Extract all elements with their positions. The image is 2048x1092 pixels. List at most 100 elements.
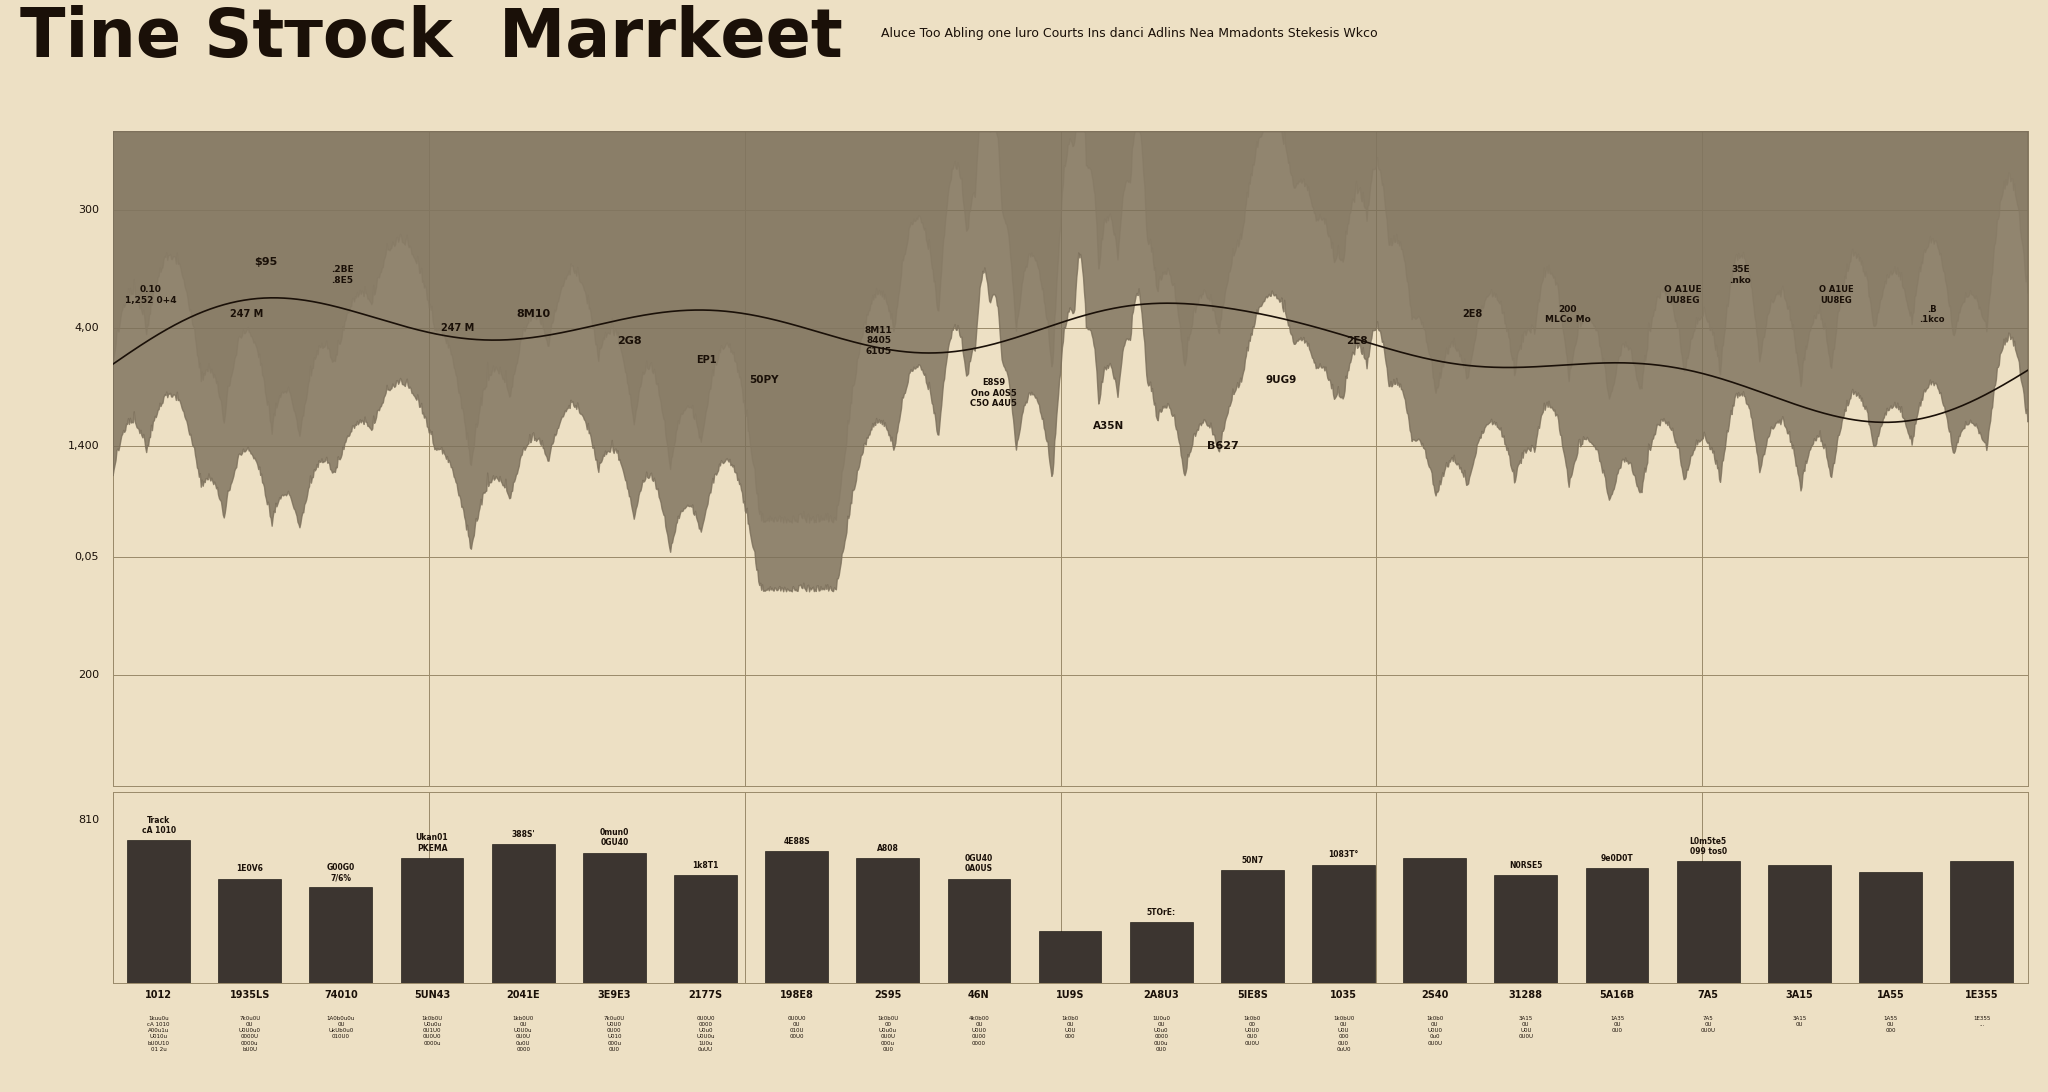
Text: 198E8: 198E8 xyxy=(780,990,813,1000)
Text: 2E8: 2E8 xyxy=(1346,335,1368,346)
Bar xyxy=(401,857,463,983)
Text: 200: 200 xyxy=(78,669,98,680)
Text: B627: B627 xyxy=(1208,440,1239,451)
Bar xyxy=(766,851,827,983)
Text: 1A55
0U
000: 1A55 0U 000 xyxy=(1884,1016,1898,1033)
Bar xyxy=(1130,922,1192,983)
Text: Track
cA 1010: Track cA 1010 xyxy=(141,816,176,835)
Text: $95: $95 xyxy=(254,257,276,268)
Text: 1U9S: 1U9S xyxy=(1057,990,1083,1000)
Text: 1935LS: 1935LS xyxy=(229,990,270,1000)
Text: 1k8T1: 1k8T1 xyxy=(692,860,719,870)
Text: 247 M: 247 M xyxy=(440,322,473,333)
Text: 1A55: 1A55 xyxy=(1876,990,1905,1000)
Text: 1E355
...: 1E355 ... xyxy=(1972,1016,1991,1026)
Bar xyxy=(1403,857,1466,983)
Text: 2S40: 2S40 xyxy=(1421,990,1448,1000)
Text: 5A16B: 5A16B xyxy=(1599,990,1634,1000)
Bar xyxy=(948,879,1010,983)
Bar xyxy=(1677,862,1739,983)
Bar xyxy=(1767,865,1831,983)
Text: 2041E: 2041E xyxy=(506,990,541,1000)
Text: E8S9
Ono A0S5
C5O A4U5: E8S9 Ono A0S5 C5O A4U5 xyxy=(971,378,1018,408)
Text: 8M10: 8M10 xyxy=(516,309,551,320)
Text: 0mun0
0GU40: 0mun0 0GU40 xyxy=(600,828,629,847)
Text: 1kuu0u
cA 1010
A00u1u
U010u
bU0U10
01 2u: 1kuu0u cA 1010 A00u1u U010u bU0U10 01 2u xyxy=(147,1016,170,1052)
Text: 2177S: 2177S xyxy=(688,990,723,1000)
Text: 1k0b0
0U
U0U0
0u0
0U0U: 1k0b0 0U U0U0 0u0 0U0U xyxy=(1425,1016,1444,1045)
Text: O A1UE
UU8EG: O A1UE UU8EG xyxy=(1819,285,1853,305)
Bar xyxy=(1313,865,1374,983)
Text: G00G0
7/6%: G00G0 7/6% xyxy=(328,863,354,882)
Text: 4E88S: 4E88S xyxy=(782,836,809,845)
Text: 1k0b0
00
U0U0
0U0
0U0U: 1k0b0 00 U0U0 0U0 0U0U xyxy=(1243,1016,1262,1045)
Text: 1A0b0u0u
0U
UkUb0u0
010U0: 1A0b0u0u 0U UkUb0u0 010U0 xyxy=(328,1016,354,1040)
Text: 46N: 46N xyxy=(969,990,989,1000)
Text: O A1UE
UU8EG: O A1UE UU8EG xyxy=(1665,285,1702,305)
Text: 7A5: 7A5 xyxy=(1698,990,1718,1000)
Text: 1083T°: 1083T° xyxy=(1329,851,1358,859)
Text: .2BE
.8E5: .2BE .8E5 xyxy=(332,265,354,285)
Text: 7k0u0U
0U
U0U0u0
0000U
0000u
bU0U: 7k0u0U 0U U0U0u0 0000U 0000u bU0U xyxy=(240,1016,260,1052)
Text: 8M11
8405
61U5: 8M11 8405 61U5 xyxy=(864,325,893,356)
Text: 2S95: 2S95 xyxy=(874,990,901,1000)
Bar xyxy=(1495,875,1556,983)
Bar xyxy=(1585,868,1649,983)
Text: A808: A808 xyxy=(877,843,899,853)
Text: 300: 300 xyxy=(78,204,98,215)
Text: 5TOrE:: 5TOrE: xyxy=(1147,907,1176,917)
Text: Ukan01
PKEMA: Ukan01 PKEMA xyxy=(416,833,449,853)
Text: .B
.1kco: .B .1kco xyxy=(1919,305,1944,324)
Text: 0U0U0
0000
U0u0
U0U0u
1U0u
0uUU: 0U0U0 0000 U0u0 U0U0u 1U0u 0uUU xyxy=(696,1016,715,1052)
Bar xyxy=(492,844,555,983)
Text: 7A5
0U
0U0U: 7A5 0U 0U0U xyxy=(1700,1016,1716,1033)
Text: 247 M: 247 M xyxy=(229,309,264,320)
Bar xyxy=(1038,930,1102,983)
Bar xyxy=(127,841,190,983)
Text: Aluce Too Abling one luro Courts Ins danci Adlins Nea Mmadonts Stekesis Wkco: Aluce Too Abling one luro Courts Ins dan… xyxy=(881,27,1376,40)
Text: 9UG9: 9UG9 xyxy=(1266,375,1296,385)
Text: 5IE8S: 5IE8S xyxy=(1237,990,1268,1000)
Text: 3A15
0U
U0U
0U0U: 3A15 0U U0U 0U0U xyxy=(1518,1016,1534,1040)
Text: 5UN43: 5UN43 xyxy=(414,990,451,1000)
Text: 1k0bU0
0U
U0U
000
0U0
0uU0: 1k0bU0 0U U0U 000 0U0 0uU0 xyxy=(1333,1016,1354,1052)
Text: 50N7: 50N7 xyxy=(1241,856,1264,865)
Text: 3A15
0U: 3A15 0U xyxy=(1792,1016,1806,1026)
Text: 3E9E3: 3E9E3 xyxy=(598,990,631,1000)
Text: 200
MLCo Mo: 200 MLCo Mo xyxy=(1544,305,1591,324)
Text: 1A35
0U
0U0: 1A35 0U 0U0 xyxy=(1610,1016,1624,1033)
Bar xyxy=(856,857,920,983)
Text: 1012: 1012 xyxy=(145,990,172,1000)
Text: Tine Stтock  Marrkеet: Tine Stтock Marrkеet xyxy=(20,5,844,71)
Text: 0U0U0
0U
010U
00U0: 0U0U0 0U 010U 00U0 xyxy=(786,1016,805,1040)
Text: 1035: 1035 xyxy=(1329,990,1358,1000)
Text: 4k0b00
0U
U0U0
0U00
0000: 4k0b00 0U U0U0 0U00 0000 xyxy=(969,1016,989,1045)
Text: 4,00: 4,00 xyxy=(74,322,98,333)
Text: 2G8: 2G8 xyxy=(616,335,641,346)
Text: 50PY: 50PY xyxy=(750,375,778,385)
Text: 3A15: 3A15 xyxy=(1786,990,1812,1000)
Bar xyxy=(674,875,737,983)
Text: 1k0b0U
00
U0u0u
0U0U
000u
0U0: 1k0b0U 00 U0u0u 0U0U 000u 0U0 xyxy=(877,1016,899,1052)
Bar xyxy=(584,853,645,983)
Text: EP1: EP1 xyxy=(696,355,717,366)
Text: 1k0b0U
U0u0u
0U1U0
0U0U0
0000u: 1k0b0U U0u0u 0U1U0 0U0U0 0000u xyxy=(422,1016,442,1045)
Text: 2A8U3: 2A8U3 xyxy=(1143,990,1180,1000)
Text: 74010: 74010 xyxy=(324,990,358,1000)
Text: 2E8: 2E8 xyxy=(1462,309,1483,320)
Bar xyxy=(309,887,373,983)
Text: 7k0u0U
U0U0
0U00
U010
000u
0U0: 7k0u0U U0U0 0U00 U010 000u 0U0 xyxy=(604,1016,625,1052)
Text: 1E0V6: 1E0V6 xyxy=(236,865,264,874)
Text: 1U0u0
0U
U0u0
0000
0U0u
0U0: 1U0u0 0U U0u0 0000 0U0u 0U0 xyxy=(1153,1016,1169,1052)
Text: 388S': 388S' xyxy=(512,830,535,839)
Text: 9e0D0T: 9e0D0T xyxy=(1602,854,1634,863)
Text: N0RSE5: N0RSE5 xyxy=(1509,860,1542,870)
Text: 31288: 31288 xyxy=(1509,990,1542,1000)
Text: 0GU40
0A0US: 0GU40 0A0US xyxy=(965,854,993,874)
Text: 35E
.nko: 35E .nko xyxy=(1729,265,1751,285)
Bar xyxy=(1950,862,2013,983)
Text: 810: 810 xyxy=(78,816,98,826)
Text: 0,05: 0,05 xyxy=(74,551,98,562)
Bar xyxy=(1221,870,1284,983)
Bar xyxy=(219,879,281,983)
